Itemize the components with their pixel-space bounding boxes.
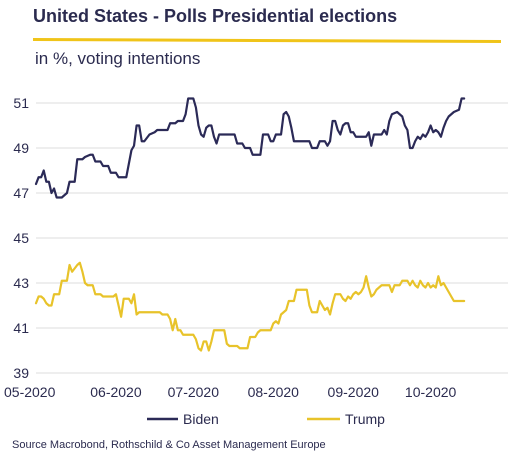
y-gridlines [36, 102, 508, 374]
y-tick-label: 39 [13, 365, 29, 381]
x-tick-labels: 05-2020 06-2020 07-2020 08-2020 09-2020 10-20… [4, 384, 457, 400]
y-tick-label: 49 [13, 140, 29, 156]
x-tick-label: 08-2020 [248, 384, 300, 400]
x-tick-label: 05-2020 [4, 384, 56, 400]
legend-label-trump: Trump [345, 411, 385, 427]
legend-label-biden: Biden [183, 411, 219, 427]
chart-title: United States - Polls Presidential elect… [33, 6, 398, 26]
title-accent-rule [32, 38, 502, 43]
series-line-trump [34, 261, 466, 352]
y-tick-label: 47 [13, 185, 29, 201]
y-tick-label: 51 [13, 95, 29, 111]
y-tick-label: 43 [13, 275, 29, 291]
x-tick-label: 06-2020 [90, 384, 142, 400]
series-line-biden [34, 97, 466, 199]
source-note: Source Macrobond, Rothschild & Co Asset … [12, 439, 326, 451]
x-tick-label: 09-2020 [328, 384, 380, 400]
x-tick-label: 10-2020 [405, 384, 457, 400]
y-tick-labels: 39 41 43 45 47 49 51 [13, 95, 29, 381]
x-tick-label: 07-2020 [168, 384, 220, 400]
y-tick-label: 45 [13, 230, 29, 246]
legend: Biden Trump [147, 411, 385, 427]
y-tick-label: 41 [13, 320, 29, 336]
series-lines [34, 97, 466, 352]
chart-subtitle: in %, voting intentions [35, 49, 201, 68]
